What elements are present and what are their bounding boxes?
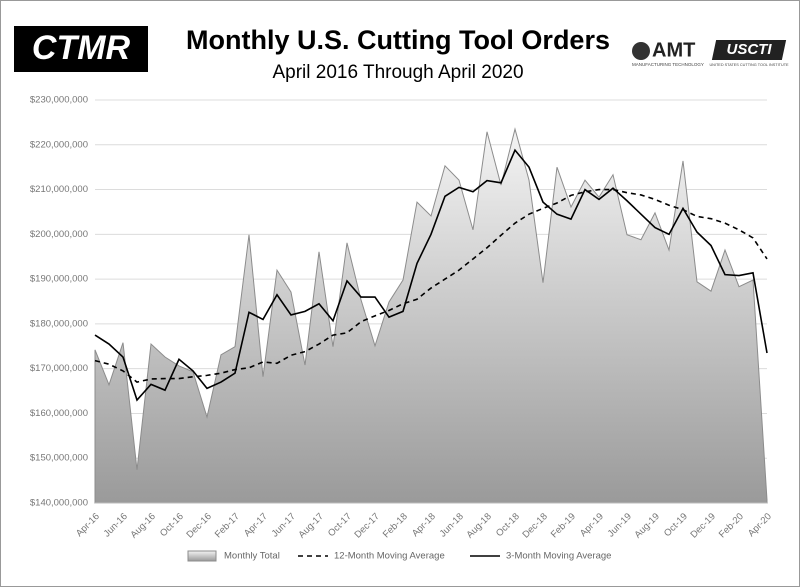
line — [94, 148, 768, 402]
y-tick-label: $220,000,000 — [30, 139, 88, 150]
amt-sub: MANUFACTURING TECHNOLOGY — [632, 62, 704, 67]
area — [94, 127, 768, 504]
line — [94, 188, 768, 383]
legend-label: 3-Month Moving Average — [506, 551, 611, 562]
amt-text: AMT — [652, 39, 695, 61]
ctmr-text: CTMR — [32, 29, 131, 67]
y-tick-label: $200,000,000 — [30, 229, 88, 240]
y-tick-label: $160,000,000 — [30, 408, 88, 419]
y-tick-label: $210,000,000 — [30, 184, 88, 195]
chart-subtitle: April 2016 Through April 2020 — [272, 62, 523, 83]
legend-label: Monthly Total — [224, 551, 280, 562]
y-tick-label: $170,000,000 — [30, 363, 88, 374]
legend-label: 12-Month Moving Average — [334, 551, 445, 562]
y-tick-label: $230,000,000 — [30, 95, 88, 106]
legend-swatch — [187, 550, 217, 562]
uscti-sub: UNITED STATES CUTTING TOOL INSTITUTE — [709, 63, 789, 67]
ctmr-logo — [14, 26, 148, 72]
uscti-logo — [711, 40, 787, 60]
y-tick-label: $150,000,000 — [30, 453, 88, 464]
amt-icon — [632, 42, 650, 60]
y-tick-label: $190,000,000 — [30, 274, 88, 285]
y-tick-label: $180,000,000 — [30, 318, 88, 329]
y-tick-label: $140,000,000 — [30, 498, 88, 509]
uscti-text: USCTI — [727, 41, 773, 58]
chart-title: Monthly U.S. Cutting Tool Orders — [186, 25, 610, 55]
